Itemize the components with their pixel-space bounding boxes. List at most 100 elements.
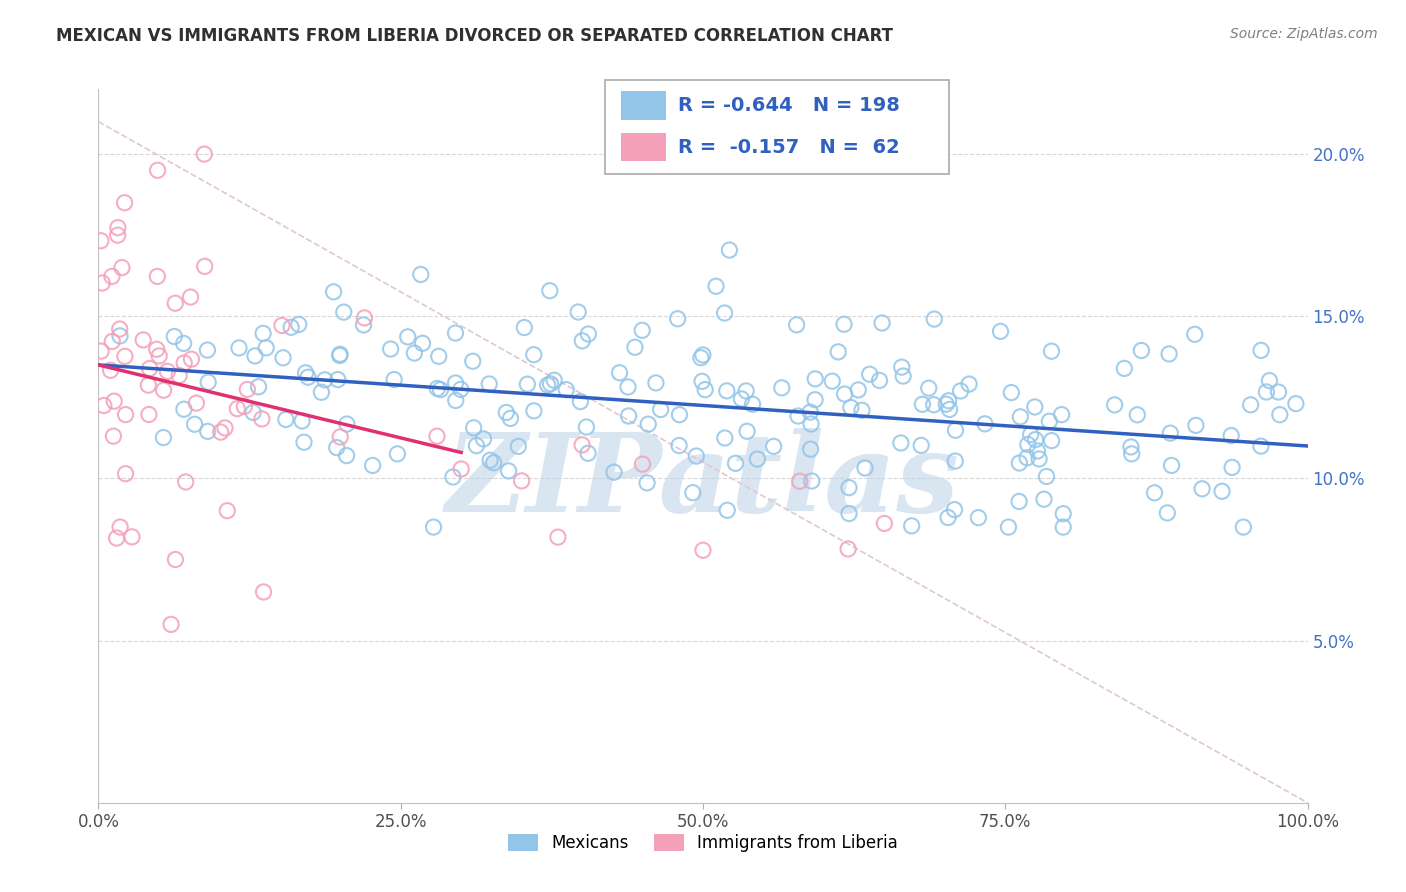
Point (741, 397, 763, 411)
Point (429, 383, 451, 397)
Point (1159, 426, 1181, 441)
Point (183, 417, 205, 432)
Point (498, 464, 520, 478)
Point (1052, 507, 1074, 521)
Point (499, 411, 522, 425)
Point (1040, 434, 1063, 448)
Point (949, 384, 972, 398)
Point (859, 368, 882, 382)
Point (214, 421, 236, 435)
Point (252, 326, 274, 341)
Point (800, 474, 823, 488)
Point (516, 377, 538, 392)
Point (236, 383, 259, 397)
Point (911, 397, 934, 411)
Point (617, 380, 640, 394)
Point (108, 329, 131, 343)
Point (543, 373, 565, 387)
Point (945, 423, 967, 437)
Point (156, 364, 179, 378)
Point (827, 344, 849, 359)
Point (111, 260, 134, 275)
Point (136, 378, 159, 392)
Point (132, 333, 155, 347)
Point (197, 343, 219, 357)
Point (479, 453, 502, 467)
Point (280, 320, 302, 334)
Point (243, 349, 266, 363)
Point (800, 442, 823, 457)
Point (1258, 374, 1281, 388)
Point (762, 439, 785, 453)
Point (292, 435, 315, 450)
Point (789, 475, 811, 489)
Point (974, 417, 997, 431)
Point (1121, 447, 1143, 461)
Point (173, 402, 195, 417)
Point (233, 400, 256, 414)
Point (465, 439, 488, 453)
Point (603, 465, 626, 479)
Point (254, 341, 277, 355)
Point (101, 269, 124, 284)
Point (90, 344, 112, 359)
Point (1285, 397, 1308, 411)
Point (943, 454, 966, 468)
Point (422, 520, 444, 534)
Point (444, 326, 467, 340)
Point (311, 385, 333, 400)
Point (107, 220, 129, 235)
Point (152, 383, 174, 397)
Point (463, 421, 485, 435)
Point (396, 330, 419, 344)
Point (1019, 427, 1042, 442)
Point (851, 403, 873, 417)
Point (617, 409, 640, 423)
Point (404, 346, 426, 360)
Point (287, 318, 309, 332)
Point (228, 341, 250, 355)
Point (730, 392, 752, 406)
Point (821, 374, 844, 388)
Point (853, 461, 876, 475)
Point (922, 398, 945, 412)
Point (786, 318, 808, 332)
Point (146, 269, 169, 284)
Point (193, 147, 215, 161)
Text: R = -0.644   N = 198: R = -0.644 N = 198 (678, 95, 900, 115)
Point (846, 383, 869, 397)
Point (472, 432, 495, 446)
Point (444, 376, 467, 390)
Point (695, 383, 717, 397)
Point (692, 348, 714, 362)
Point (839, 401, 862, 415)
Point (163, 329, 186, 343)
Point (938, 393, 960, 408)
Point (571, 334, 593, 348)
Point (1256, 384, 1278, 399)
Point (714, 431, 737, 445)
Point (718, 243, 741, 257)
Point (724, 456, 747, 470)
Point (997, 520, 1019, 534)
Point (1130, 343, 1153, 358)
Point (478, 376, 501, 391)
Point (682, 485, 704, 500)
Point (770, 381, 793, 395)
Point (180, 352, 202, 367)
Point (121, 530, 143, 544)
Point (735, 424, 758, 438)
Point (873, 516, 896, 531)
Point (103, 429, 125, 443)
Point (1104, 398, 1126, 412)
Text: ZIPatlas: ZIPatlas (446, 428, 960, 535)
Text: R =  -0.157   N =  62: R = -0.157 N = 62 (678, 137, 900, 157)
Point (271, 318, 294, 333)
Point (291, 414, 314, 428)
Point (1033, 492, 1056, 507)
Point (943, 502, 966, 516)
Point (297, 370, 319, 384)
Point (1184, 327, 1206, 342)
Point (138, 408, 160, 422)
Point (105, 531, 128, 545)
